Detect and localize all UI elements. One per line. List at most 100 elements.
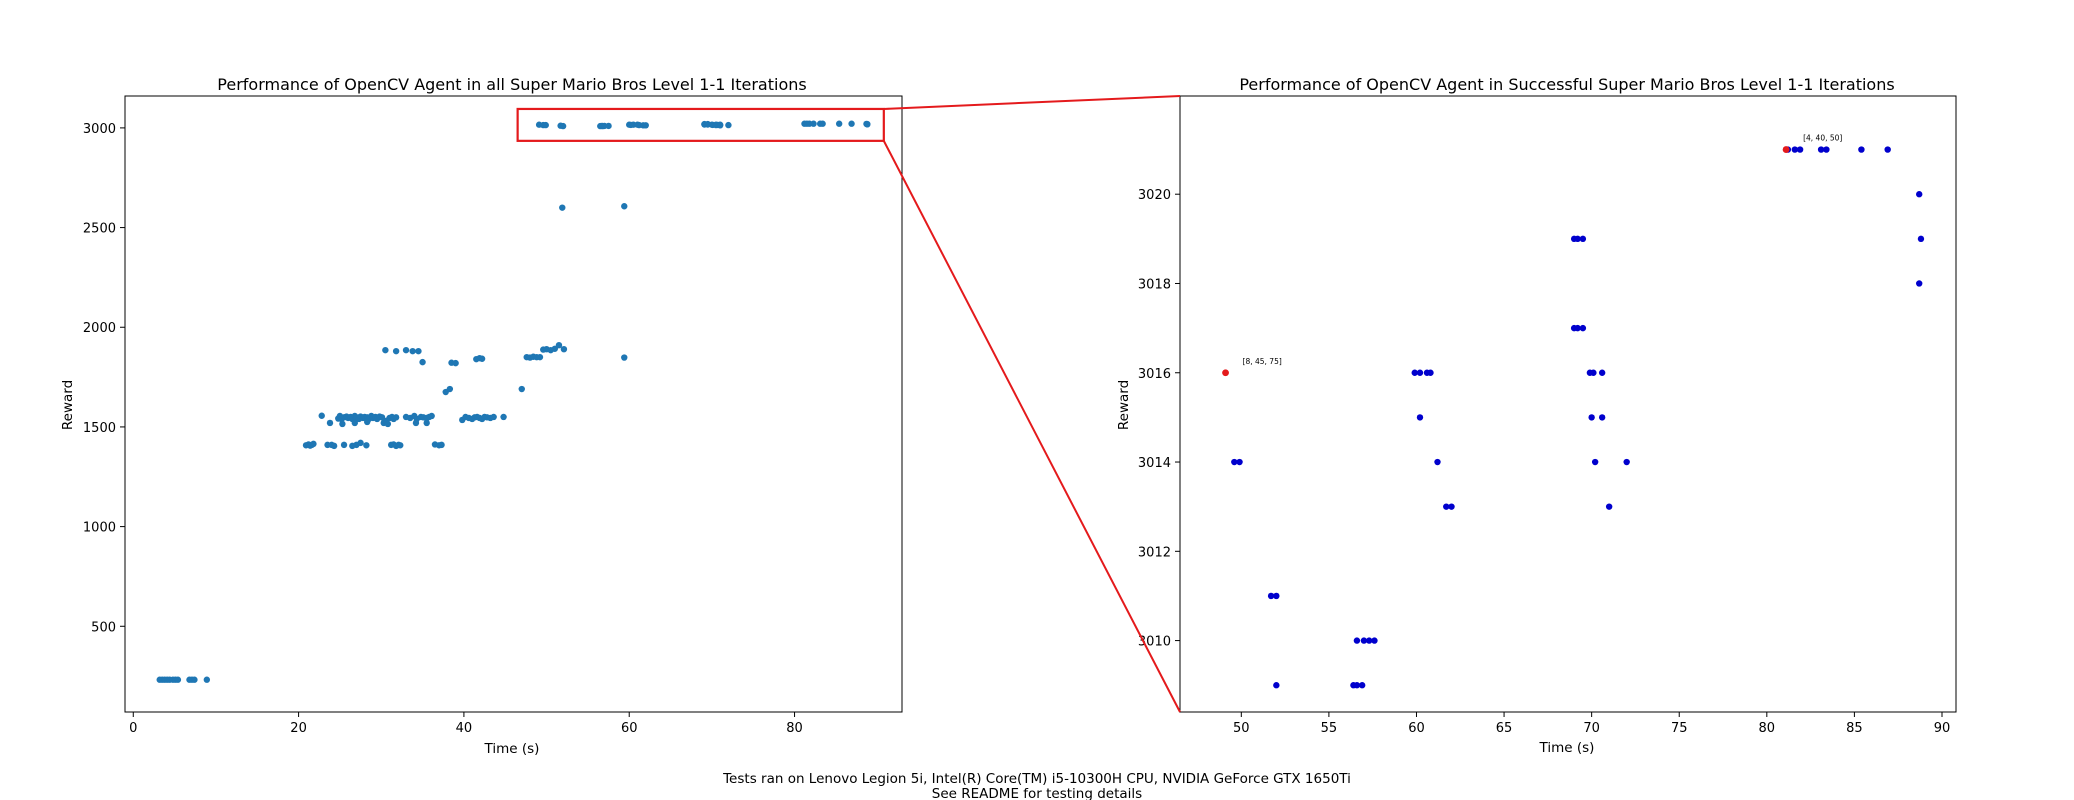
right-x-axis-label: Time (s): [1539, 740, 1595, 756]
right-data-point: [1791, 146, 1799, 153]
right-data-point: [1273, 682, 1280, 689]
left-data-point: [428, 412, 435, 420]
left-y-tick-label: 1500: [83, 421, 116, 436]
right-data-point: [1365, 637, 1373, 644]
highlighted-point-label: [8, 45, 75]: [1243, 357, 1282, 366]
left-data-point: [326, 419, 334, 427]
caption-line-2: See README for testing details: [932, 786, 1142, 800]
left-data-point: [478, 355, 486, 362]
left-data-point: [363, 418, 371, 426]
left-x-tick-label: 40: [456, 721, 473, 736]
left-data-point: [446, 385, 454, 393]
right-data-point: [1917, 235, 1925, 243]
right-x-tick-label: 80: [1759, 721, 1776, 736]
zoom-connector-top: [883, 95, 1181, 110]
left-data-point: [351, 419, 358, 427]
right-y-tick-label: 3016: [1138, 367, 1171, 382]
left-data-point: [725, 121, 732, 129]
left-data-point: [559, 122, 567, 130]
left-y-tick-label: 3000: [83, 122, 116, 137]
left-data-point: [605, 122, 612, 130]
right-data-point: [1574, 324, 1581, 332]
highlighted-point: [1782, 146, 1790, 153]
left-data-point: [452, 359, 459, 367]
right-data-point: [1416, 369, 1424, 376]
right-x-tick-label: 60: [1408, 721, 1425, 736]
left-data-point: [864, 121, 871, 128]
left-data-point: [415, 347, 422, 355]
right-data-point: [1590, 369, 1597, 376]
left-x-axis-label: Time (s): [484, 741, 540, 757]
left-data-points: [156, 120, 871, 683]
left-data-point: [349, 442, 356, 450]
right-data-point: [1598, 369, 1606, 376]
right-data-point: [1267, 592, 1275, 600]
left-data-point: [560, 345, 568, 353]
right-data-point: [1817, 146, 1825, 153]
left-data-point: [716, 122, 724, 129]
left-data-point: [621, 203, 628, 210]
left-data-point: [438, 441, 445, 449]
right-data-point: [1416, 414, 1424, 421]
right-highlighted-points: [8, 45, 75] [4, 40, 50]: [1222, 134, 1842, 377]
left-data-point: [500, 413, 507, 421]
left-data-point: [409, 347, 416, 355]
right-plot-frame: [1179, 95, 1957, 713]
caption-line-1: Tests ran on Lenovo Legion 5i, Intel(R) …: [722, 771, 1351, 787]
right-data-point: [1353, 637, 1361, 644]
left-x-tick-label: 0: [129, 721, 137, 736]
left-data-point: [835, 120, 843, 127]
left-data-point: [419, 358, 426, 366]
zoom-connector-lines: [882, 95, 1181, 713]
right-y-tick-label: 3020: [1138, 188, 1171, 203]
left-data-point: [384, 420, 392, 428]
right-data-point: [1411, 369, 1418, 376]
right-axis-ticks: 50 55 60 65 70 75 80 85 903010301230143016301830…: [1138, 188, 1950, 736]
right-y-tick-label: 3014: [1138, 456, 1171, 471]
left-axis-ticks: 0 20 40 60 80 500 1000 1500 2000 2500 3000: [83, 122, 803, 736]
left-data-point: [191, 676, 198, 683]
left-data-point: [340, 441, 348, 449]
right-data-point: [1591, 458, 1599, 466]
right-data-point: [1796, 146, 1804, 153]
right-data-point: [1579, 235, 1587, 243]
left-chart-title: Performance of OpenCV Agent in all Super…: [217, 75, 806, 94]
left-x-tick-label: 60: [621, 721, 638, 736]
left-data-point: [518, 385, 525, 393]
right-x-tick-label: 55: [1321, 721, 1338, 736]
left-y-tick-label: 2000: [83, 321, 116, 336]
right-data-point: [1916, 191, 1923, 198]
left-data-point: [402, 346, 410, 354]
left-y-tick-label: 500: [91, 620, 116, 635]
right-data-point: [1916, 280, 1923, 287]
right-x-tick-label: 50: [1233, 721, 1250, 736]
left-data-point: [551, 345, 559, 352]
left-y-axis-label: Reward: [60, 380, 76, 430]
left-data-point: [423, 419, 430, 427]
right-data-point: [1579, 324, 1587, 332]
left-data-point: [392, 414, 400, 421]
right-data-point: [1434, 458, 1441, 466]
left-y-tick-label: 1000: [83, 521, 116, 536]
left-data-point: [330, 442, 338, 450]
left-data-point: [627, 121, 635, 129]
right-data-point: [1427, 369, 1434, 376]
right-data-point: [1360, 637, 1368, 644]
right-data-point: [1448, 503, 1455, 510]
right-x-tick-label: 90: [1934, 721, 1951, 736]
left-data-point: [382, 346, 389, 354]
right-y-tick-label: 3012: [1138, 545, 1171, 560]
right-data-point: [1884, 146, 1891, 153]
left-data-point: [397, 442, 404, 449]
right-data-point: [1236, 458, 1243, 466]
right-data-point: [1823, 146, 1830, 153]
left-data-point: [819, 120, 826, 127]
right-data-point: [1605, 503, 1613, 510]
right-x-tick-label: 65: [1496, 721, 1513, 736]
left-data-point: [810, 120, 817, 127]
left-data-point: [848, 120, 855, 127]
right-x-tick-label: 85: [1846, 721, 1863, 736]
left-data-point: [378, 414, 386, 421]
right-chart: Performance of OpenCV Agent in Successfu…: [1116, 75, 1957, 756]
